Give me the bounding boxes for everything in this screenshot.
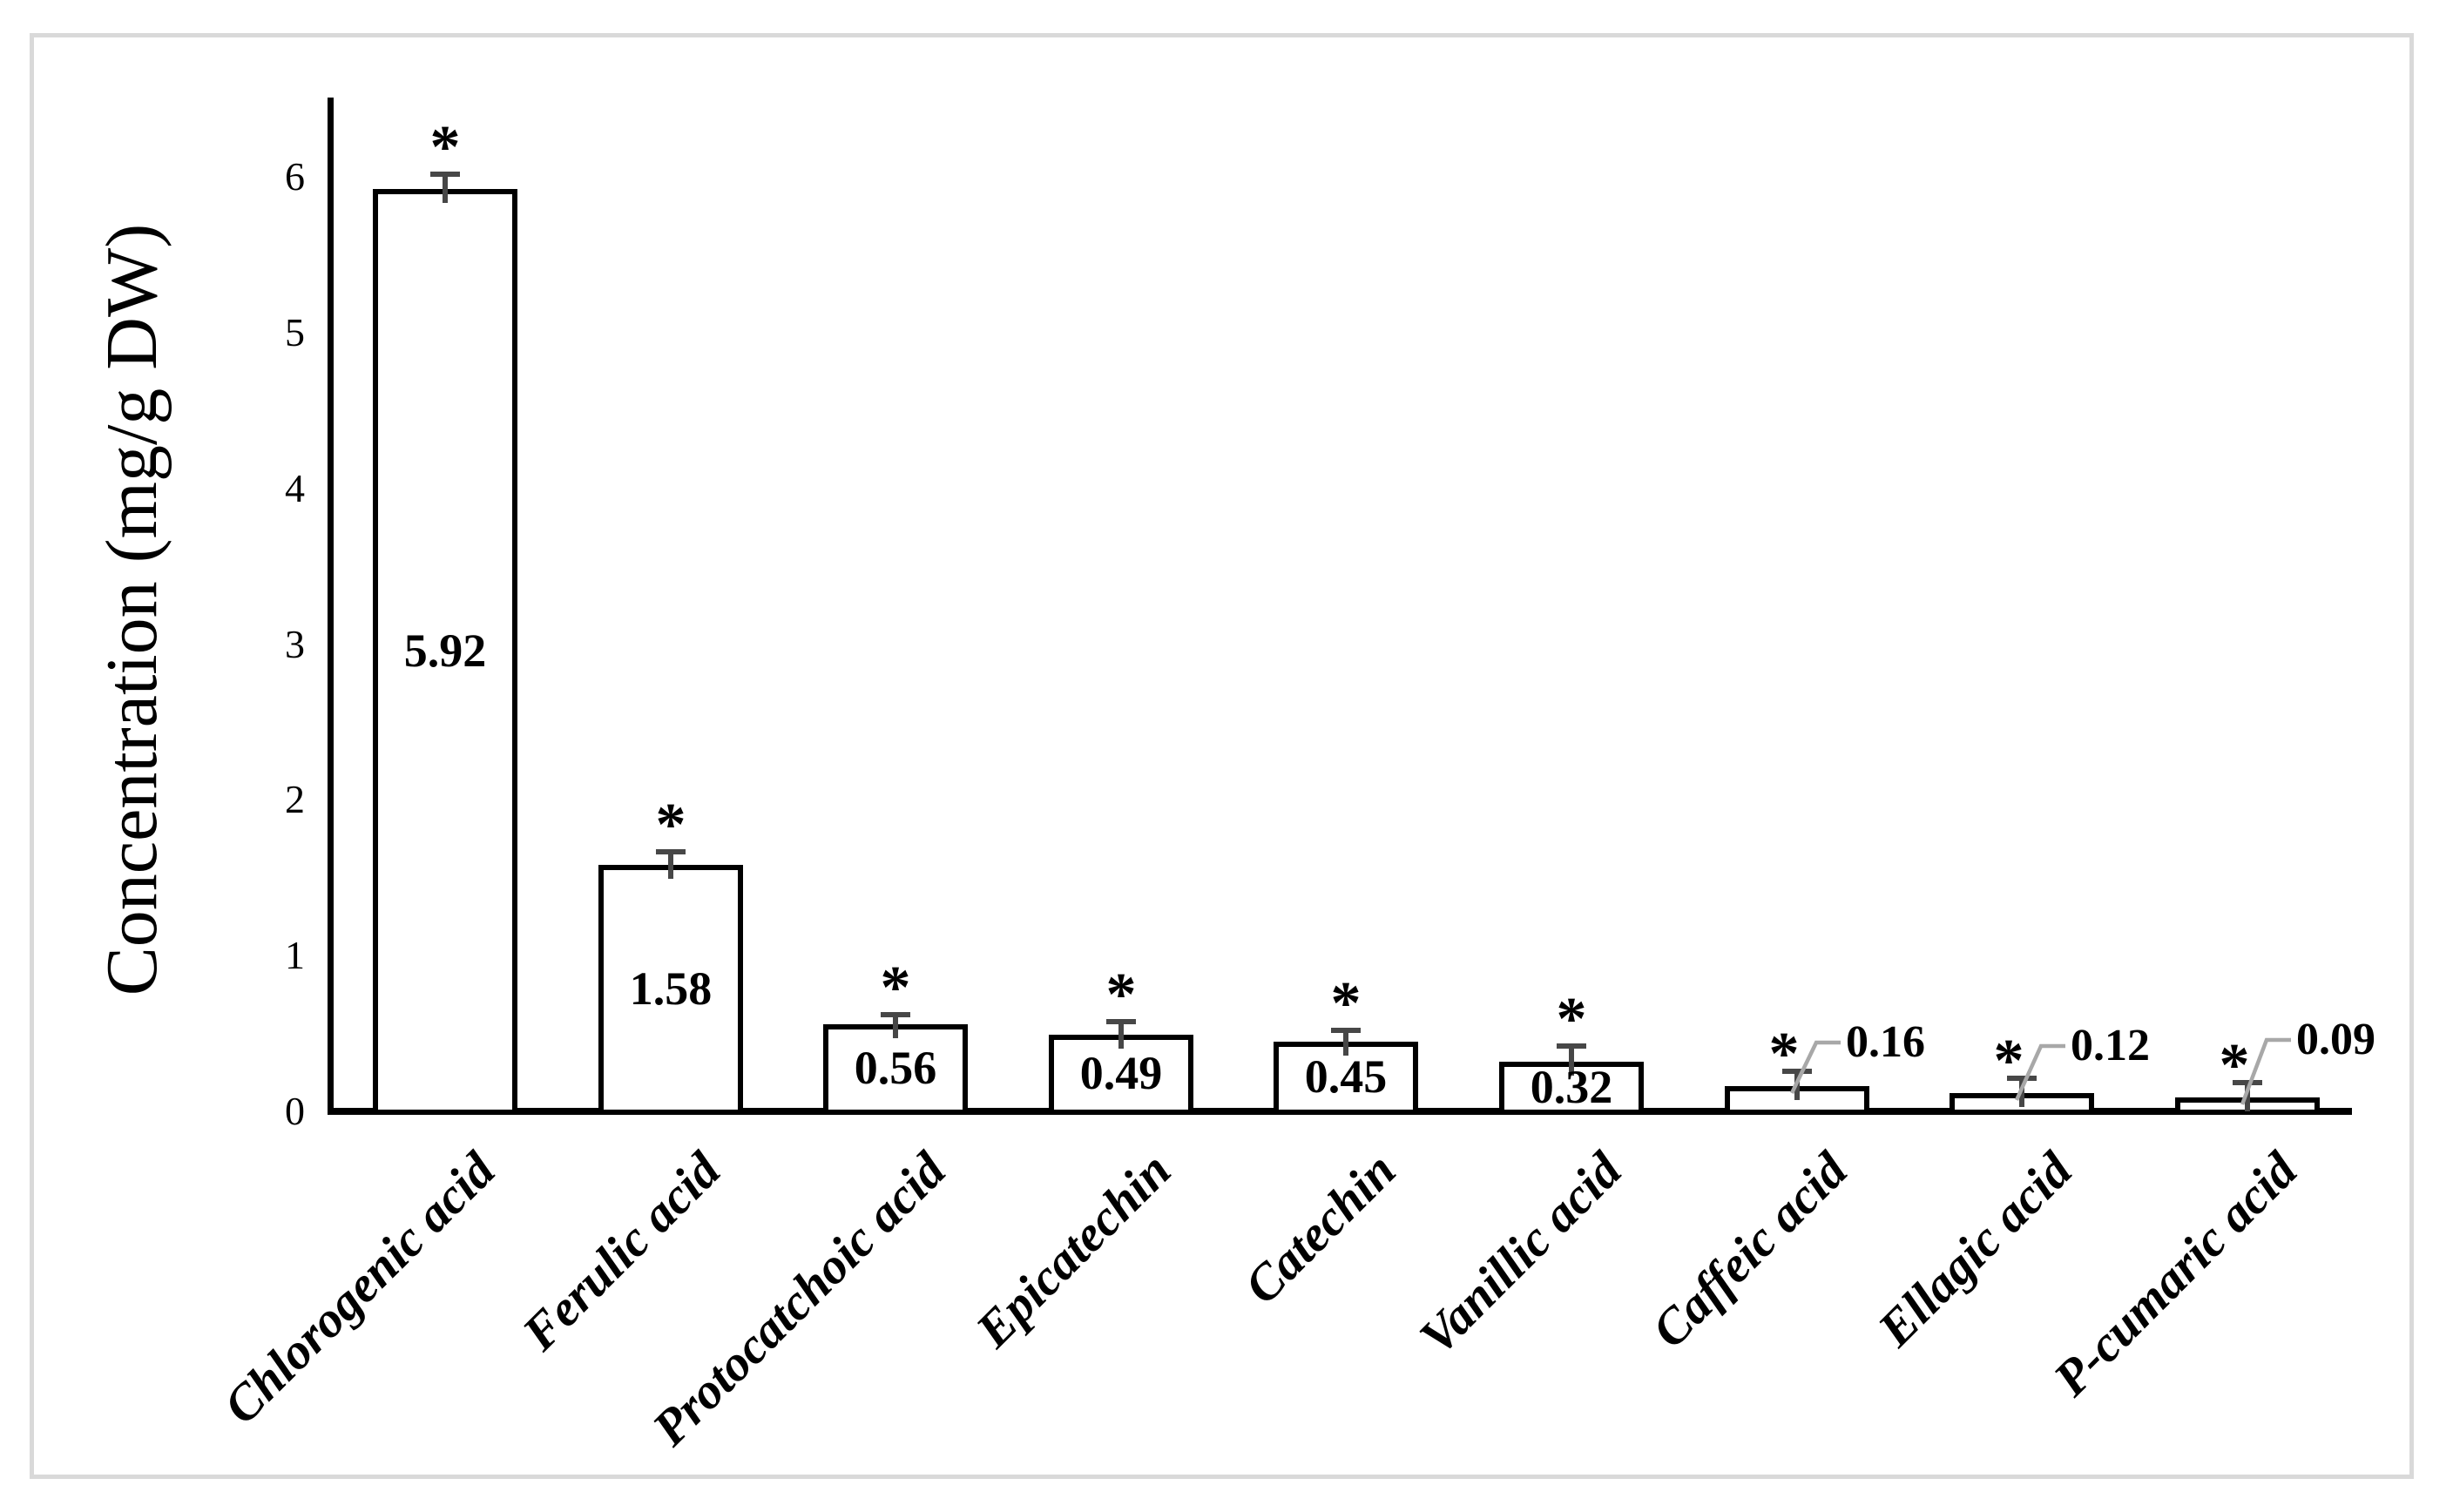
significance-asterisk: * <box>1768 1021 1800 1088</box>
significance-asterisk: * <box>1993 1028 2024 1095</box>
error-bar-cap <box>881 1012 910 1017</box>
significance-asterisk: * <box>880 955 911 1022</box>
error-bar-stem <box>1569 1043 1574 1076</box>
significance-asterisk: * <box>429 114 461 181</box>
y-axis-tick-label: 3 <box>285 621 305 666</box>
bar <box>373 189 517 1115</box>
significance-asterisk: * <box>655 792 686 859</box>
error-bar-cap <box>1106 1019 1136 1024</box>
error-bar-stem <box>893 1012 898 1038</box>
y-axis-tick-label: 0 <box>285 1089 305 1133</box>
bar-value-label: 0.32 <box>1530 1060 1613 1113</box>
bar-value-label: 0.56 <box>854 1042 937 1094</box>
y-axis-tick-label: 6 <box>285 154 305 199</box>
y-axis-tick-label: 4 <box>285 465 305 510</box>
significance-asterisk: * <box>1556 986 1587 1053</box>
error-bar-cap <box>1557 1043 1586 1049</box>
bar <box>598 865 743 1115</box>
y-axis-tick-label: 5 <box>285 309 305 354</box>
y-axis-tick-label: 1 <box>285 933 305 978</box>
bar-value-label: 0.45 <box>1304 1050 1388 1103</box>
bar-value-label: 5.92 <box>403 624 487 677</box>
callout-value-label: 0.12 <box>2071 1021 2150 1070</box>
callout-value-label: 0.09 <box>2296 1015 2375 1064</box>
significance-asterisk: * <box>1105 962 1137 1029</box>
error-bar-cap <box>430 172 460 177</box>
y-axis-title: Concentration (mg/g DW) <box>91 223 172 996</box>
significance-asterisk: * <box>2219 1032 2250 1099</box>
chart-frame <box>30 33 2414 1479</box>
bar-value-label: 1.58 <box>629 962 713 1015</box>
y-axis-line <box>328 98 334 1115</box>
y-axis-tick-label: 2 <box>285 777 305 822</box>
error-bar-stem <box>443 172 448 203</box>
error-bar-cap <box>656 849 686 854</box>
bar <box>823 1024 968 1115</box>
error-bar-cap <box>1331 1028 1361 1033</box>
error-bar-stem <box>668 849 673 879</box>
bar-value-label: 0.49 <box>1079 1047 1163 1099</box>
error-bar-stem <box>1118 1019 1124 1049</box>
callout-value-label: 0.16 <box>1846 1017 1925 1067</box>
significance-asterisk: * <box>1330 970 1362 1037</box>
error-bar-stem <box>1343 1028 1348 1056</box>
